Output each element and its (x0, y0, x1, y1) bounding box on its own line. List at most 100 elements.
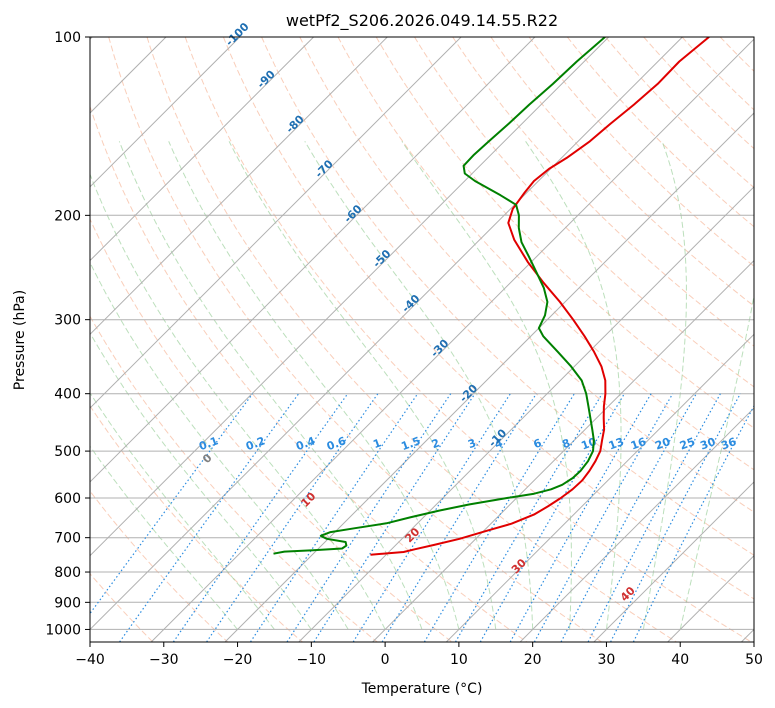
mixing-ratio-label: 0.4 (294, 434, 317, 453)
mixing-ratio-label: 0.2 (244, 434, 267, 453)
dry-adiabat-line (414, 37, 754, 388)
sounding-series (273, 37, 710, 556)
dewpoint-line (273, 37, 606, 555)
moist-adiabat-line (168, 141, 460, 630)
x-tick-label: 10 (450, 652, 468, 668)
moist-adiabat-line (679, 293, 754, 630)
dry-adiabat-line (0, 37, 3, 642)
mixing-ratio-label: 1 (371, 436, 383, 451)
dry-adiabat-line (108, 37, 602, 642)
isotherm-line (372, 259, 754, 642)
dry-adiabat-line (146, 37, 677, 642)
moist-adiabat-line (228, 141, 497, 630)
dry-adiabat-label: -20 (457, 381, 480, 404)
mixing-ratio-line (381, 393, 537, 642)
dry-adiabat-line (490, 37, 754, 307)
dry-adiabat-line (643, 37, 754, 150)
mixing-ratio-label: 30 (698, 435, 717, 453)
mixing-ratio-line (509, 393, 652, 642)
dry-adiabat-line (452, 37, 754, 347)
y-tick-label: 700 (54, 531, 81, 547)
dry-adiabat-line (261, 37, 754, 556)
background-lines (0, 37, 775, 642)
dry-adiabat-line (222, 37, 754, 600)
mixing-ratio-label: 25 (678, 435, 697, 452)
x-axis-ticks: −40 −30 −20 −10 0 10 20 30 40 50 (75, 642, 763, 668)
moist-adiabat-line (90, 391, 275, 630)
dry-adiabat-line (337, 37, 754, 471)
x-tick-label: −30 (149, 652, 179, 668)
plot-frame (89, 36, 755, 643)
temperature-line (370, 37, 710, 556)
dry-adiabat-label: -80 (284, 112, 307, 135)
moist-adiabat-line (90, 331, 312, 630)
y-tick-label: 300 (54, 313, 81, 329)
x-tick-label: −10 (297, 652, 327, 668)
dry-adiabat-line (758, 37, 775, 642)
mixing-ratio-label: 3 (466, 436, 478, 451)
x-tick-label: 40 (671, 652, 689, 668)
dry-adiabat-line (90, 315, 378, 642)
dry-adiabat-line (90, 105, 528, 642)
mixing-ratio-line (479, 393, 625, 642)
mixing-ratio-line (249, 393, 419, 642)
y-tick-label: 1000 (45, 622, 81, 638)
mixing-ratio-label: 0.1 (197, 434, 220, 453)
mixing-ratio-line (352, 393, 511, 642)
dry-adiabat-label: -30 (428, 337, 451, 360)
mixing-ratio-line (454, 393, 603, 642)
moist-adiabat-line (642, 141, 687, 630)
dry-adiabat-line (375, 37, 754, 429)
isotherm-line (224, 112, 754, 642)
x-tick-label: 30 (598, 652, 616, 668)
y-tick-label: 900 (54, 595, 81, 611)
mixing-ratio-line (632, 404, 754, 642)
moist-adiabat-line (525, 141, 622, 630)
x-tick-label: 20 (524, 652, 542, 668)
x-axis-label: Temperature (°C) (361, 681, 483, 697)
mixing-ratio-label: 16 (629, 435, 648, 453)
mixing-ratio-line (533, 393, 674, 642)
y-tick-label: 500 (54, 444, 81, 460)
mixing-ratio-labels: 0.1 0.2 0.4 0.6 1 1.5 2 3 4 6 8 10 13 16 20 25 30 36 (197, 434, 738, 453)
isotherm-line (90, 37, 388, 336)
dry-adiabat-line (90, 490, 229, 642)
dry-adiabat-line (184, 37, 752, 642)
isotherm-line (90, 37, 462, 409)
isotherm-line (667, 554, 754, 642)
mixing-ratio-label: 8 (560, 436, 572, 451)
isotherm-line (90, 37, 683, 631)
dry-adiabat-label: -10 (486, 426, 509, 449)
mixing-ratio-label: 1.5 (400, 434, 423, 453)
dry-adiabat-line (90, 404, 303, 642)
mixing-ratio-line (423, 393, 575, 642)
dry-adiabat-label: 30 (509, 556, 529, 576)
isotherm-line (445, 333, 754, 642)
dry-adiabat-label: -100 (223, 20, 252, 49)
x-tick-label: −20 (223, 652, 253, 668)
y-axis-label: Pressure (hPa) (12, 290, 28, 390)
moist-adiabat-line (304, 141, 534, 630)
dry-adiabat-line (90, 217, 453, 642)
mixing-ratio-line (313, 393, 476, 642)
moist-adiabat-line (118, 141, 423, 630)
y-tick-label: 800 (54, 565, 81, 581)
x-tick-label: −40 (75, 652, 105, 668)
mixing-ratio-line (587, 393, 721, 642)
isotherm-line (90, 37, 610, 557)
mixing-ratio-line (206, 393, 379, 642)
moist-adiabat-line (401, 141, 572, 630)
x-tick-label: 0 (381, 652, 390, 668)
x-tick-label: 50 (745, 652, 763, 668)
dry-adiabat-line (719, 37, 754, 72)
dry-adiabat-label: -60 (341, 202, 364, 225)
mixing-ratio-label: 2 (430, 436, 442, 451)
dry-adiabat-label: 20 (402, 525, 422, 545)
isotherm-line (150, 38, 754, 642)
dry-adiabat-label: -40 (399, 292, 422, 315)
mixing-ratio-line (286, 393, 452, 642)
dry-adiabat-line (681, 37, 754, 111)
mixing-ratio-label: 4 (493, 436, 505, 451)
isotherm-line (90, 37, 314, 262)
y-tick-label: 100 (54, 30, 81, 46)
